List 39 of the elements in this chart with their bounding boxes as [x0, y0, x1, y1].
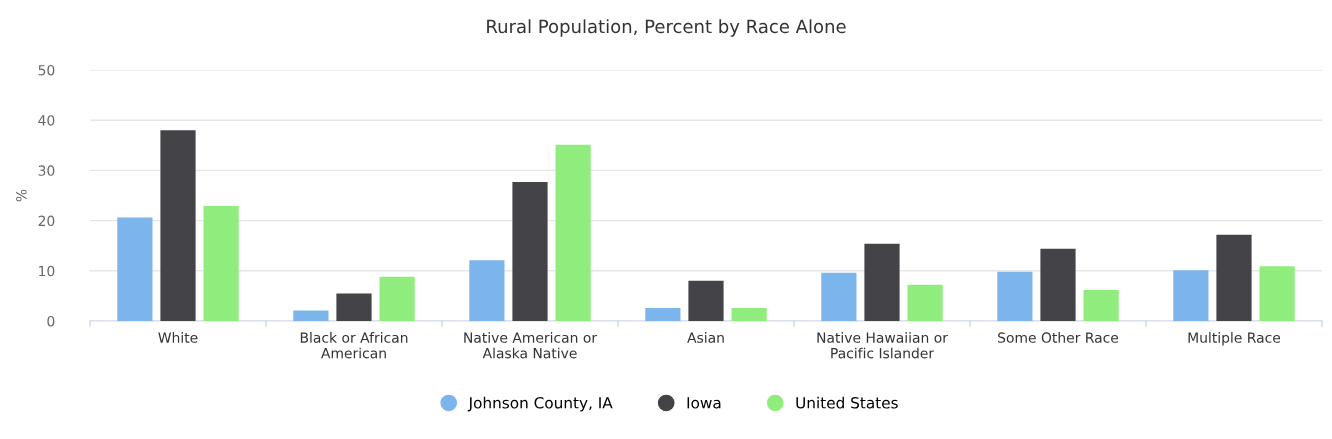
x-tick-label: Black or African American [300, 332, 408, 359]
bar [1259, 266, 1295, 321]
bar [731, 307, 767, 321]
bar [1216, 234, 1252, 321]
bar [864, 243, 900, 321]
bar [512, 181, 548, 321]
x-tick-label: Some Other Race [998, 332, 1119, 343]
x-tick-label: Asian [687, 332, 724, 343]
y-tick-label: 40 [38, 115, 55, 126]
x-tick-label: Native Hawaiian or Pacific Islander [817, 332, 948, 359]
bar [336, 293, 372, 321]
bar [160, 130, 196, 321]
bar [117, 217, 153, 321]
y-tick-label: 10 [39, 265, 55, 277]
chart-title: Rural Population, Percent by Race Alone [487, 19, 846, 37]
bar [907, 284, 943, 321]
y-tick-label: 20 [38, 215, 55, 227]
legend-label: Johnson County, IA [467, 396, 613, 412]
bar [555, 144, 591, 321]
y-tick-label: 0 [47, 315, 55, 327]
bar [293, 310, 329, 321]
y-tick-label: 50 [38, 64, 55, 76]
bar [469, 260, 505, 321]
legend-label: United States [796, 396, 898, 409]
x-tick-label: White [158, 332, 198, 343]
y-axis-title: % [16, 189, 27, 202]
bar [1083, 289, 1119, 321]
x-tick-label: Native American or Alaska Native [464, 332, 598, 359]
bar [203, 206, 239, 321]
legend-label: Iowa [687, 397, 721, 409]
bar [821, 272, 857, 321]
y-tick-label: 30 [38, 165, 55, 176]
x-tick-label: Multiple Race [1188, 332, 1281, 346]
bar [1040, 248, 1076, 321]
bar [645, 307, 681, 321]
bar [1173, 270, 1209, 321]
bar [688, 280, 724, 321]
bar [379, 276, 415, 321]
bar [997, 271, 1033, 321]
